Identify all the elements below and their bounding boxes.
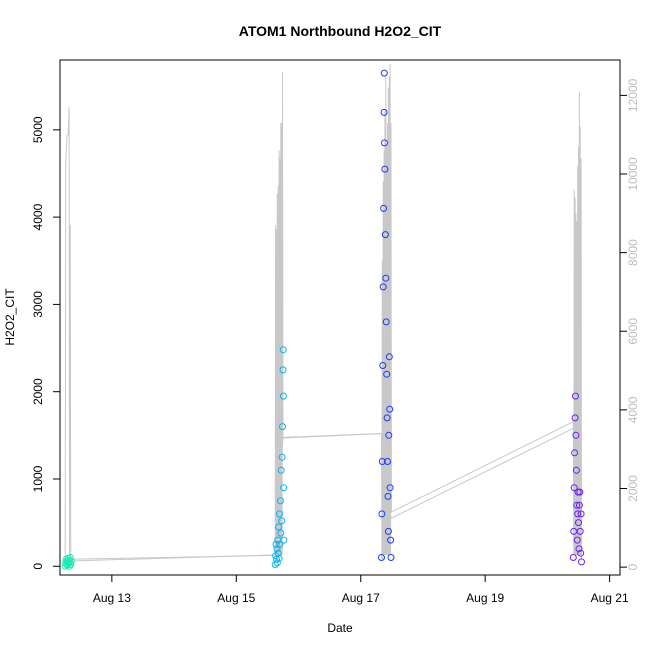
data-point [271, 561, 279, 568]
plot-area [61, 63, 585, 570]
data-point [577, 510, 585, 518]
data-point [387, 536, 395, 544]
y2-tick-label: 0 [626, 563, 640, 570]
data-point [277, 529, 285, 537]
data-point [569, 554, 577, 561]
data-point [384, 527, 392, 535]
data-point [380, 108, 388, 116]
data-point [383, 370, 391, 378]
plot-frame [59, 59, 621, 576]
y-tick-label: 0 [31, 563, 45, 570]
y2-tick-label: 4000 [626, 396, 640, 423]
data-point [576, 488, 584, 496]
data-point [275, 554, 283, 562]
data-point [378, 458, 386, 465]
y2-tick-label: 2000 [626, 475, 640, 502]
data-point [379, 283, 387, 291]
data-point [575, 519, 582, 527]
y2-tick-label: 8000 [626, 239, 640, 266]
data-point [381, 231, 389, 239]
data-point [380, 69, 388, 77]
data-point [572, 392, 579, 400]
data-point [384, 458, 391, 465]
data-point [383, 414, 391, 422]
data-point [572, 431, 580, 439]
data-point [387, 554, 395, 561]
data-point [381, 139, 388, 147]
data-point [380, 204, 388, 212]
data-point [571, 449, 579, 457]
data-point [386, 405, 394, 413]
data-point [279, 346, 287, 354]
data-point [276, 540, 284, 548]
data-point [277, 466, 285, 474]
data-point [279, 366, 287, 374]
x-axis-label: Date [327, 621, 353, 635]
data-point [574, 510, 582, 518]
data-point [570, 484, 578, 492]
y-tick-label: 1000 [31, 465, 45, 492]
data-point [66, 554, 74, 561]
data-point [385, 431, 393, 439]
y2-axis: 0 2000 4000 6000 8000 10000 12000 [619, 78, 640, 570]
data-point [382, 274, 390, 282]
data-point [273, 559, 281, 567]
x-tick-label: Aug 21 [591, 591, 629, 605]
y-tick-label: 4000 [31, 203, 45, 230]
data-point [280, 536, 288, 544]
x-axis: Aug 13 Aug 15 Aug 17 Aug 19 Aug 21 [93, 574, 629, 605]
data-point [578, 558, 585, 566]
data-point [278, 453, 286, 461]
data-point [571, 414, 579, 422]
data-point [278, 517, 286, 525]
data-point [279, 423, 286, 431]
chart-title: ATOM1 Northbound H2O2_CIT [239, 23, 442, 39]
data-point [378, 554, 385, 561]
x-tick-label: Aug 17 [342, 591, 380, 605]
data-point [572, 466, 580, 474]
data-point [384, 492, 392, 500]
data-point [573, 501, 581, 509]
y-axis-label: H2O2_CIT [3, 288, 17, 346]
data-point [279, 392, 287, 400]
data-point [575, 545, 583, 553]
data-point [274, 549, 282, 557]
data-point [382, 318, 390, 326]
secondary-axis-trace [64, 63, 582, 560]
data-point [378, 510, 386, 518]
y-tick-label: 3000 [31, 291, 45, 318]
data-point [272, 540, 280, 548]
data-point [576, 527, 584, 535]
data-point [275, 523, 283, 531]
data-point [67, 561, 75, 568]
data-point [276, 510, 283, 518]
data-point [573, 536, 581, 544]
y-tick-label: 2000 [31, 378, 45, 405]
y2-tick-label: 10000 [626, 157, 640, 191]
data-point [575, 501, 583, 509]
data-point [386, 484, 394, 492]
y2-tick-label: 12000 [626, 78, 640, 112]
data-point [276, 497, 284, 505]
data-point [385, 353, 393, 361]
segment-connector-line [71, 427, 574, 562]
x-tick-label: Aug 15 [217, 591, 255, 605]
x-tick-label: Aug 19 [466, 591, 504, 605]
data-point [381, 165, 389, 173]
data-point [67, 557, 75, 565]
y-axis: 0 1000 2000 3000 4000 5000 [31, 116, 61, 570]
data-point [577, 549, 585, 557]
y2-tick-label: 6000 [626, 318, 640, 345]
y-tick-label: 5000 [31, 116, 45, 143]
x-tick-label: Aug 13 [93, 591, 131, 605]
data-point [379, 362, 387, 369]
data-point [280, 484, 288, 492]
